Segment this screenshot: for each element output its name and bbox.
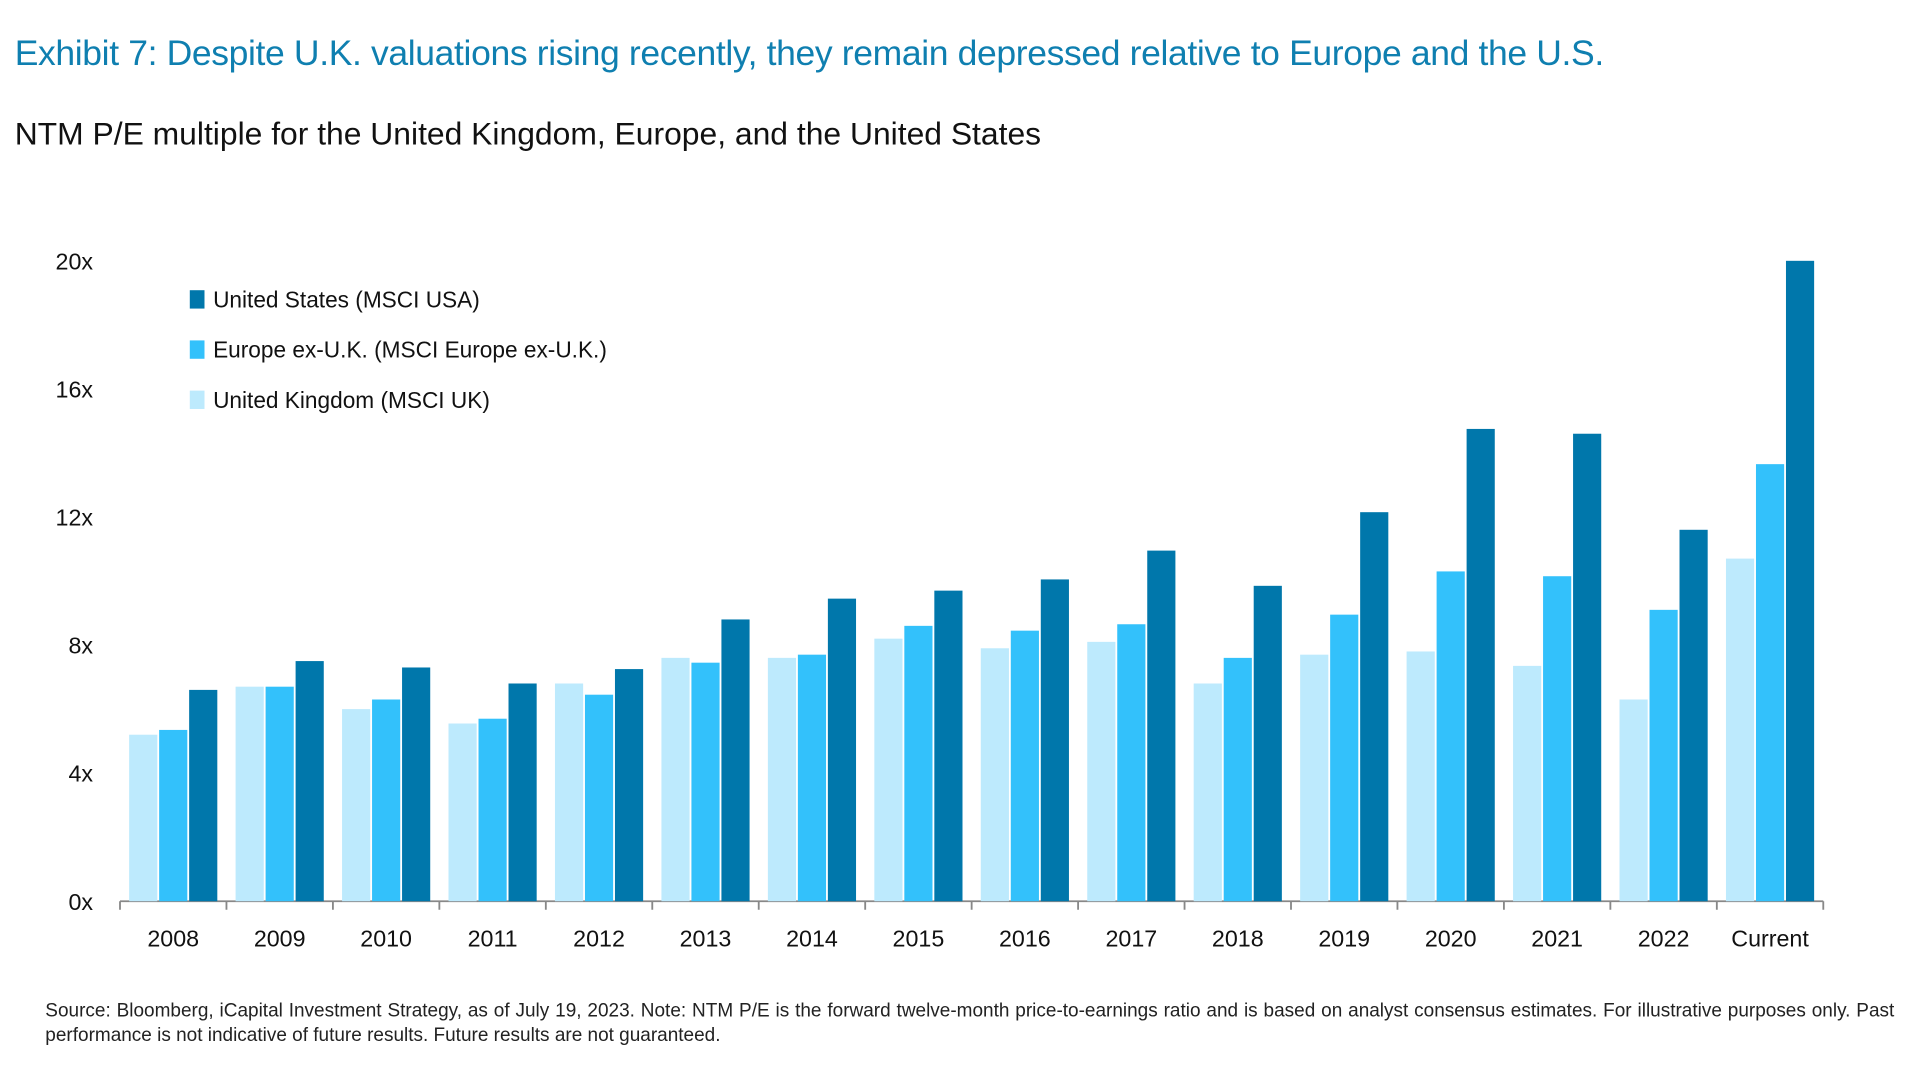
bar-2020-0	[1406, 651, 1435, 902]
bar-2009-2	[295, 661, 324, 902]
source-note: Source: Bloomberg, iCapital Investment S…	[45, 1000, 1895, 1046]
bar-2021-2	[1573, 433, 1602, 902]
y-tick-label: 20x	[56, 248, 94, 274]
bar-2021-1	[1543, 576, 1572, 902]
bar-2008-1	[159, 729, 188, 902]
bar-2008-0	[129, 734, 158, 902]
legend-label: United States (MSCI USA)	[213, 286, 480, 312]
x-tick-label: 2009	[254, 926, 306, 952]
legend-label: United Kingdom (MSCI UK)	[213, 387, 490, 413]
bar-2012-0	[554, 683, 584, 902]
x-tick-label: 2013	[680, 926, 732, 952]
x-tick-label: 2012	[573, 926, 625, 952]
bar-2016-1	[1010, 630, 1039, 902]
y-tick-label: 8x	[68, 633, 93, 659]
bar-2013-1	[691, 662, 720, 902]
x-tick-label: 2022	[1638, 926, 1690, 952]
legend-swatch	[189, 340, 205, 359]
bar-2020-2	[1466, 428, 1495, 902]
legend-swatch	[189, 290, 205, 309]
bar-2018-1	[1223, 657, 1252, 902]
bar-2019-0	[1300, 654, 1329, 902]
x-tick-label: 2020	[1425, 926, 1477, 952]
bar-2009-1	[265, 686, 294, 902]
bar-2022-1	[1649, 609, 1678, 902]
bar-Current-2	[1785, 260, 1815, 902]
bar-2017-1	[1117, 624, 1146, 902]
x-tick-label: 2010	[360, 926, 412, 952]
y-tick-label: 12x	[56, 505, 94, 531]
bar-chart: 0x 4x 8x 12x 16x 20x 2008 2009 2010 2011 2012 2013 2…	[56, 248, 1825, 952]
bar-2013-2	[721, 619, 750, 902]
bar-2017-0	[1087, 641, 1116, 902]
x-tick-label: Current	[1731, 926, 1809, 952]
bar-2009-0	[235, 686, 264, 902]
bar-2012-2	[614, 669, 644, 902]
bar-2019-1	[1330, 614, 1359, 902]
bar-2016-2	[1040, 579, 1069, 902]
bar-2010-0	[342, 709, 371, 902]
bar-2022-0	[1619, 699, 1648, 902]
x-tick-label: 2016	[999, 926, 1051, 952]
x-tick-label: 2008	[147, 926, 199, 952]
bar-2011-2	[508, 683, 537, 902]
y-tick-label: 4x	[68, 761, 93, 787]
bar-Current-1	[1755, 464, 1785, 902]
x-tick-label: 2011	[468, 926, 518, 952]
bar-2015-0	[874, 638, 903, 902]
x-tick-label: 2014	[786, 926, 838, 952]
x-tick-label: 2018	[1212, 926, 1264, 952]
bar-2013-0	[661, 657, 690, 902]
legend-swatch	[189, 390, 205, 409]
bar-2018-0	[1193, 683, 1222, 902]
x-tick-label: 2017	[1105, 926, 1157, 952]
chart-subtitle: NTM P/E multiple for the United Kingdom,…	[14, 115, 1042, 152]
bar-2010-2	[402, 667, 431, 902]
bar-2022-2	[1679, 529, 1708, 902]
bar-2011-0	[448, 723, 477, 902]
bar-2015-2	[934, 590, 963, 902]
bar-2014-0	[767, 657, 797, 902]
bar-Current-0	[1725, 558, 1755, 902]
bar-2019-2	[1360, 512, 1389, 902]
bar-2012-1	[584, 694, 614, 902]
bar-2017-2	[1147, 550, 1176, 902]
chart-title: Exhibit 7: Despite U.K. valuations risin…	[14, 34, 1605, 74]
bar-2008-2	[189, 689, 218, 902]
bar-2016-0	[980, 648, 1009, 902]
bar-2015-1	[904, 625, 933, 902]
bar-2021-0	[1513, 665, 1542, 902]
bar-2018-2	[1253, 585, 1282, 902]
legend-label: Europe ex-U.K. (MSCI Europe ex-U.K.)	[213, 337, 607, 363]
y-tick-label: 0x	[68, 889, 93, 915]
x-tick-label: 2019	[1318, 926, 1370, 952]
bar-2014-2	[827, 598, 857, 902]
y-tick-label: 16x	[56, 376, 94, 402]
bar-2010-1	[372, 699, 401, 902]
x-tick-label: 2015	[893, 926, 945, 952]
bar-2014-1	[797, 654, 827, 902]
bar-2020-1	[1436, 571, 1465, 902]
bar-2011-1	[478, 718, 507, 902]
x-tick-label: 2021	[1531, 926, 1583, 952]
